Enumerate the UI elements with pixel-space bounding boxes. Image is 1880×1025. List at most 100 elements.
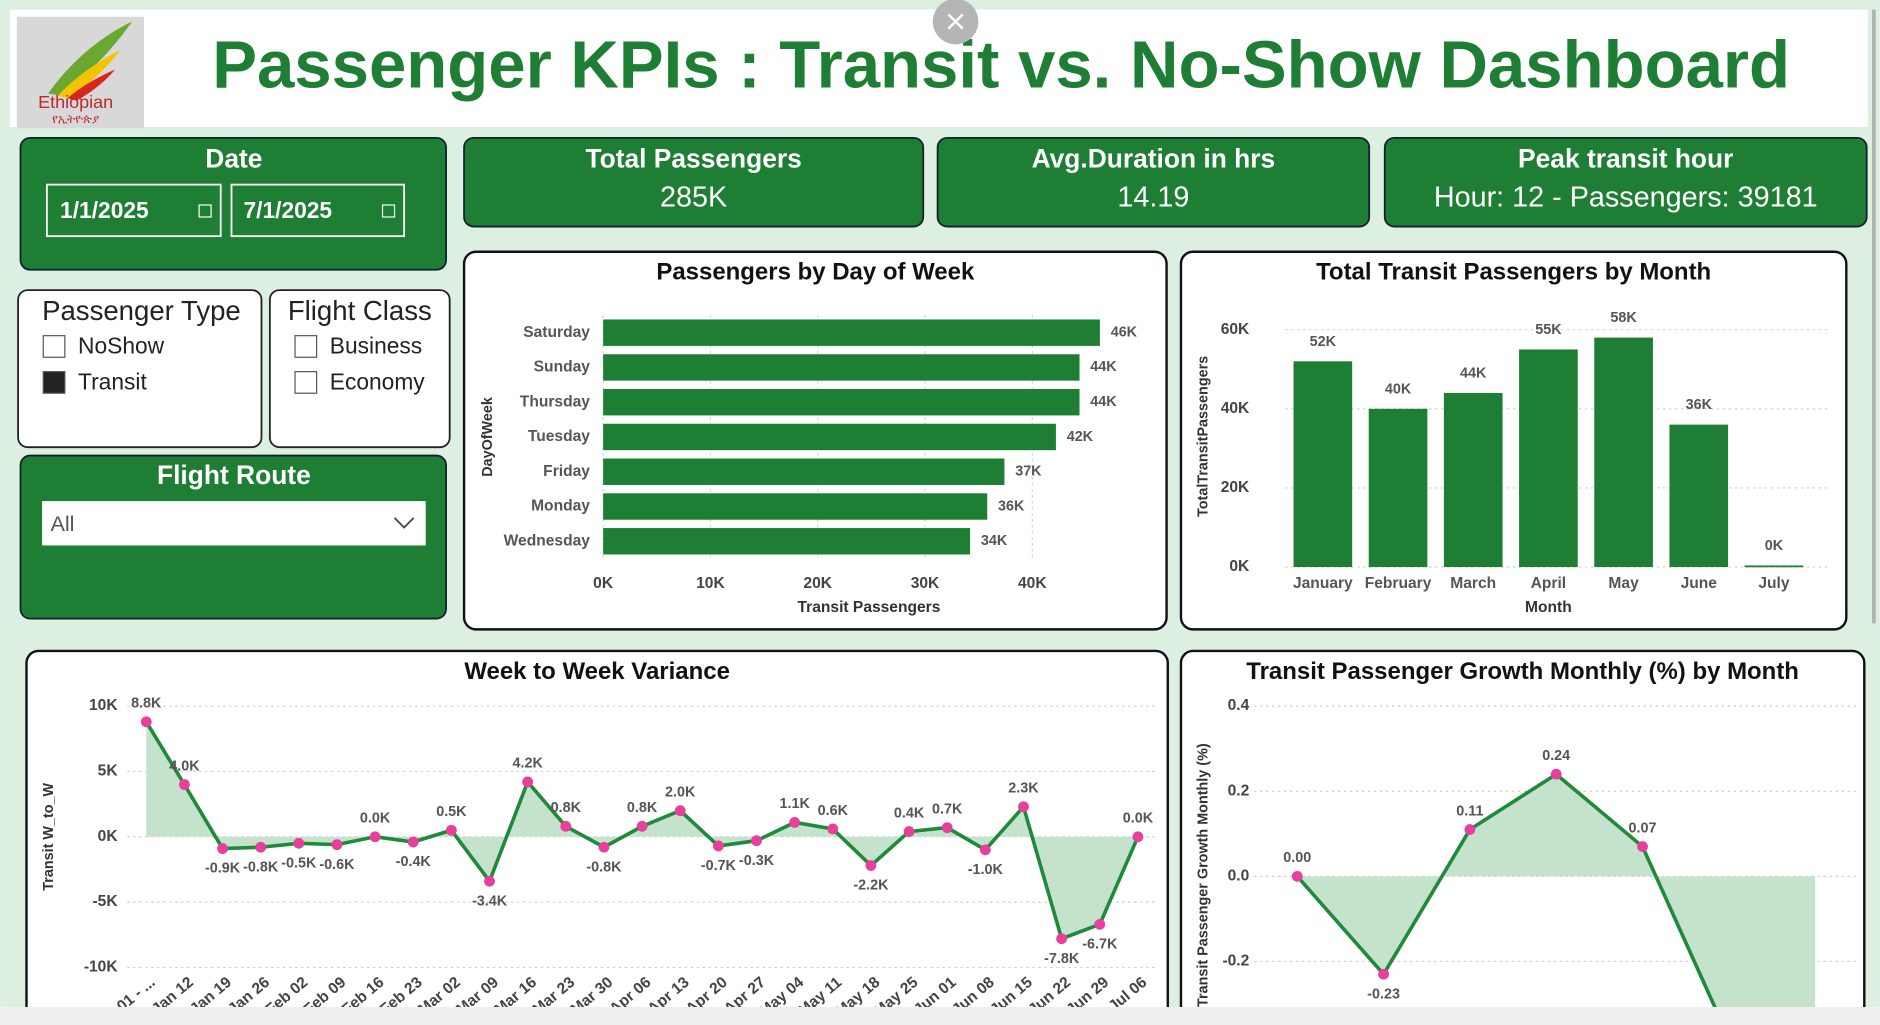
logo-wing	[48, 21, 132, 96]
kpi-title: Peak transit hour	[1518, 144, 1733, 174]
x-tick-label: 0K	[593, 575, 614, 592]
y-tick-label: 0.2	[1228, 782, 1250, 799]
checkbox[interactable]	[294, 335, 318, 358]
kpi-card	[936, 136, 1371, 228]
data-label: 55K	[1535, 322, 1562, 338]
flight-class-slicer	[268, 289, 451, 449]
chart-title: Week to Week Variance	[464, 658, 730, 685]
point	[1378, 968, 1389, 980]
point	[827, 823, 839, 835]
date-input[interactable]	[230, 183, 406, 238]
bar	[1443, 392, 1503, 568]
point	[179, 779, 190, 790]
chart-title: Passengers by Day of Week	[656, 259, 975, 286]
data-label: -0.8K	[586, 859, 622, 875]
x-tick-label: 40K	[1018, 575, 1047, 592]
checkbox[interactable]	[42, 371, 66, 394]
y-tick-label: Wednesday	[504, 532, 591, 549]
logo-wing	[67, 69, 116, 101]
x-tick-label: 20K	[803, 575, 832, 592]
data-label: 0.00	[1283, 850, 1311, 866]
data-label: 0.24	[1542, 748, 1570, 764]
point	[522, 776, 534, 788]
checkbox[interactable]	[42, 335, 66, 358]
data-label: -0.7K	[701, 858, 737, 874]
point	[979, 844, 991, 856]
data-label: 46K	[1111, 324, 1138, 340]
y-tick-label: Tuesday	[528, 428, 590, 445]
data-label: -7.8K	[1044, 951, 1080, 967]
chart-card	[25, 649, 1169, 1008]
data-label: 1.1K	[779, 796, 810, 812]
kpi-value: Hour: 12 - Passengers: 39181	[1434, 182, 1818, 214]
y-tick-label: 60K	[1221, 321, 1250, 338]
x-tick-label: 10K	[696, 575, 725, 592]
data-label: 0.0K	[1123, 811, 1154, 827]
calendar-icon[interactable]	[198, 204, 212, 218]
checkbox[interactable]	[294, 371, 318, 394]
option-label: Economy	[330, 369, 426, 395]
data-label: 37K	[1015, 464, 1042, 480]
data-label: 36K	[998, 498, 1025, 514]
x-tick-label: February	[1365, 575, 1432, 592]
calendar-icon[interactable]	[381, 204, 396, 218]
point	[789, 817, 801, 828]
point	[1018, 801, 1029, 813]
data-label: 2.0K	[665, 784, 696, 800]
y-tick-label: Sunday	[534, 359, 591, 376]
x-tick-label: July	[1758, 575, 1790, 592]
kpi-card	[1383, 136, 1868, 228]
point	[217, 843, 228, 854]
y-axis-title: TotalTransitPassengers	[1196, 356, 1212, 517]
data-label: -6.7K	[1082, 937, 1118, 953]
bar	[1368, 408, 1428, 568]
x-tick-label: January	[1293, 575, 1353, 592]
x-axis-title: Month	[1525, 599, 1572, 616]
kpi-value: 14.19	[1117, 182, 1189, 214]
point	[1464, 824, 1476, 835]
data-label: 2.3K	[1008, 781, 1039, 797]
bar	[1669, 424, 1729, 568]
kpi-card	[463, 136, 925, 228]
y-tick-label: Friday	[543, 463, 590, 480]
point	[598, 841, 610, 853]
route-selected: All	[50, 511, 74, 536]
point	[140, 716, 152, 728]
y-tick-label: 40K	[1221, 400, 1250, 417]
dashboard-title: Passenger KPIs : Transit vs. No-Show Das…	[212, 27, 1790, 102]
y-tick-label: -10K	[84, 959, 119, 976]
data-label: -0.6K	[319, 857, 355, 873]
y-axis-title: Transit W_to_W	[41, 782, 57, 890]
option-label: NoShow	[78, 333, 165, 359]
slicer-title: Passenger Type	[42, 295, 241, 326]
data-label: 0.8K	[551, 800, 582, 816]
bar	[603, 354, 1080, 381]
y-tick-label: 0.0	[1228, 867, 1250, 884]
data-label: 4.0K	[169, 758, 200, 774]
point	[674, 805, 686, 817]
slicer-title: Flight Class	[288, 295, 432, 326]
bar	[603, 388, 1080, 416]
data-label: 58K	[1610, 310, 1637, 326]
data-label: -3.4K	[472, 893, 508, 909]
data-label: 0.5K	[436, 804, 467, 820]
data-label: 36K	[1686, 397, 1713, 413]
data-label: 0.6K	[818, 803, 849, 819]
bar	[603, 319, 1100, 346]
passenger-type-slicer	[17, 289, 263, 449]
window-footer	[0, 1007, 1880, 1025]
y-tick-label: 10K	[89, 697, 118, 714]
point	[1094, 918, 1106, 930]
bar	[603, 423, 1056, 451]
route-dropdown[interactable]	[42, 501, 426, 546]
x-tick-label: June	[1681, 575, 1718, 592]
logo-script: የኢትዮጵያ	[52, 112, 99, 126]
date-input[interactable]	[45, 183, 222, 238]
kpi-title: Total Passengers	[585, 144, 801, 174]
option-label: Business	[330, 333, 422, 359]
data-label: -0.9K	[205, 861, 241, 877]
data-label: -0.23	[1367, 986, 1400, 1002]
y-tick-label: -0.2	[1222, 953, 1249, 970]
data-label: 40K	[1385, 381, 1412, 397]
